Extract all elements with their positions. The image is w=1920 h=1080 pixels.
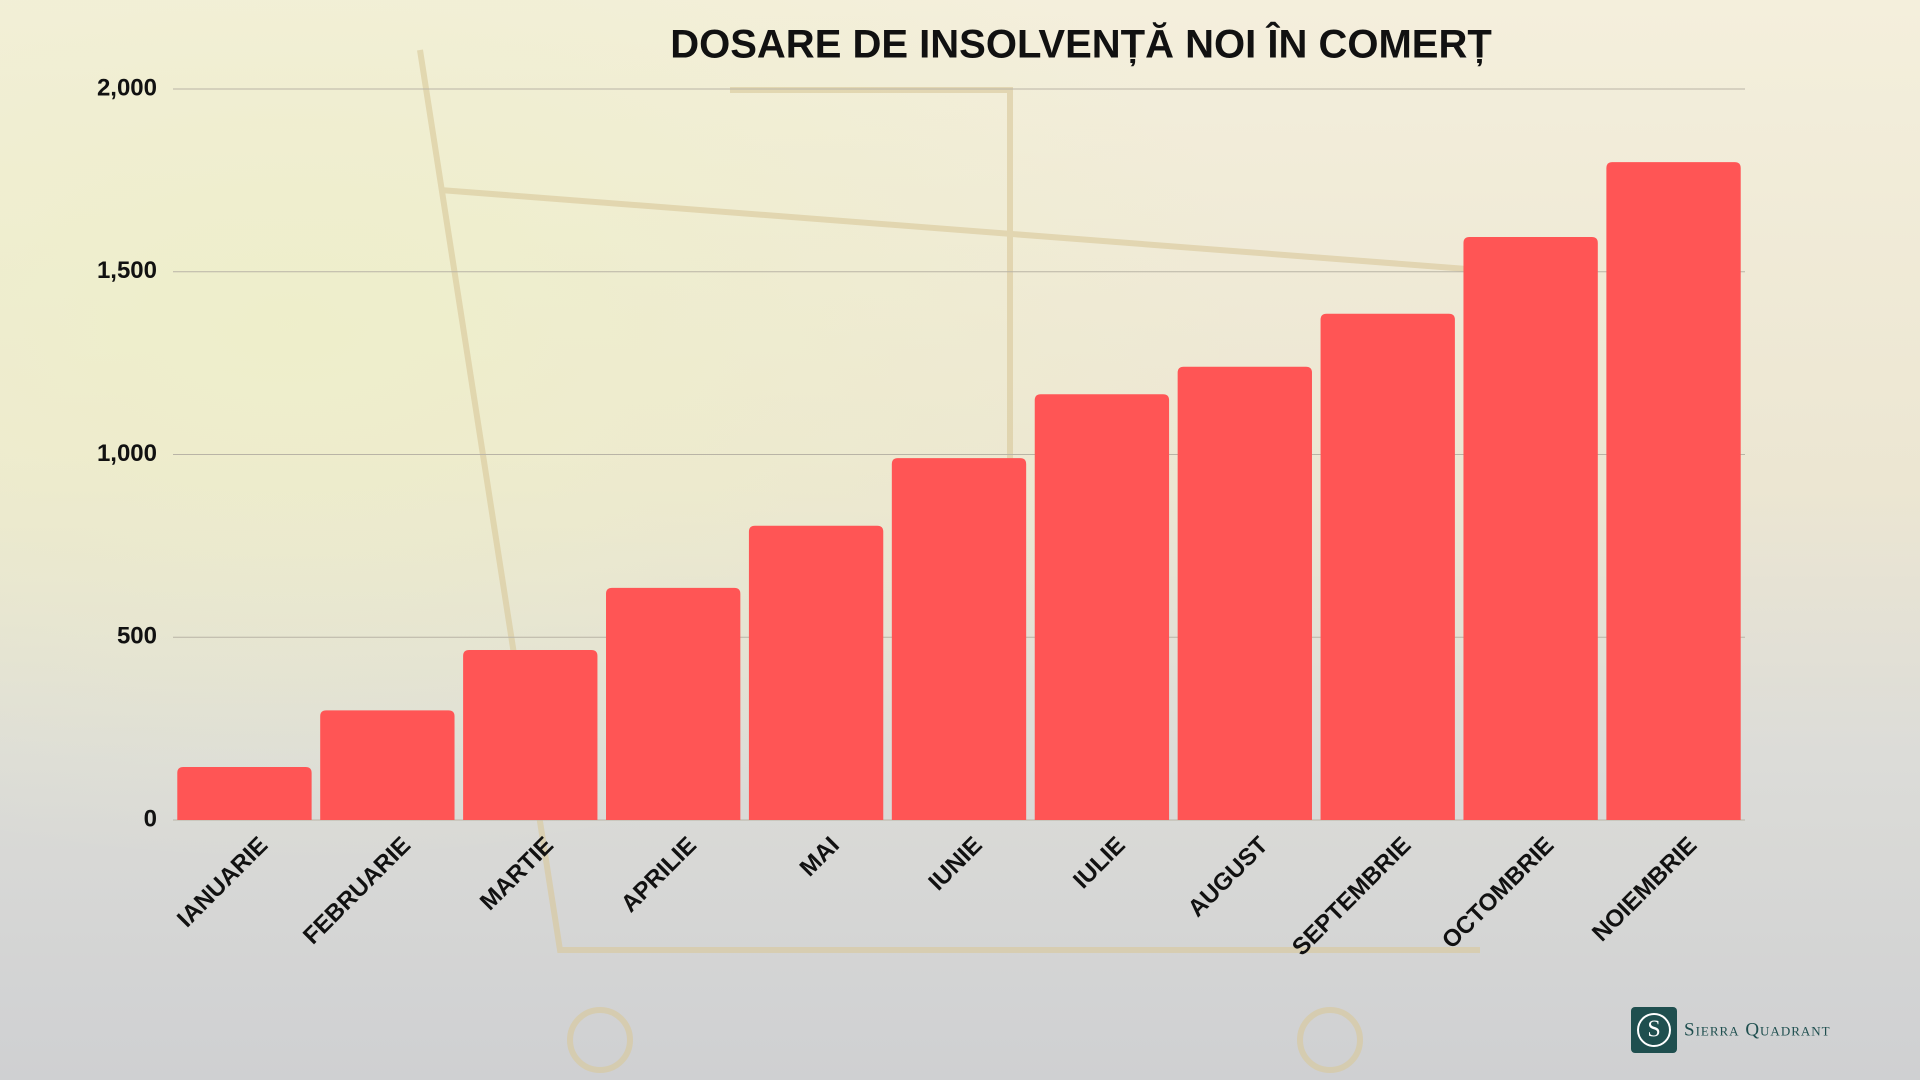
bar <box>1463 237 1598 821</box>
bar <box>463 650 598 820</box>
y-tick-label: 1,000 <box>97 440 157 467</box>
chart-title: DOSARE DE INSOLVENȚĂ NOI ÎN COMERȚ <box>670 21 1492 67</box>
logo: S Sierra Quadrant <box>1631 1007 1831 1053</box>
logo-letter: S <box>1647 1017 1660 1043</box>
bar <box>1320 313 1455 820</box>
bar <box>1606 162 1741 821</box>
bar <box>606 587 741 820</box>
bar <box>320 710 455 820</box>
cart-decoration <box>417 49 1481 1073</box>
bar <box>748 525 884 820</box>
y-tick-label: 500 <box>117 623 157 650</box>
y-tick-label: 0 <box>144 805 157 832</box>
y-tick-label: 1,500 <box>97 257 157 284</box>
bar <box>1177 366 1312 820</box>
logo-ring <box>1637 1013 1671 1047</box>
bar <box>1034 394 1170 820</box>
bar <box>891 458 1027 820</box>
bar <box>177 767 312 820</box>
y-tick-label: 2,000 <box>97 74 157 101</box>
logo-text: Sierra Quadrant <box>1684 1019 1831 1040</box>
